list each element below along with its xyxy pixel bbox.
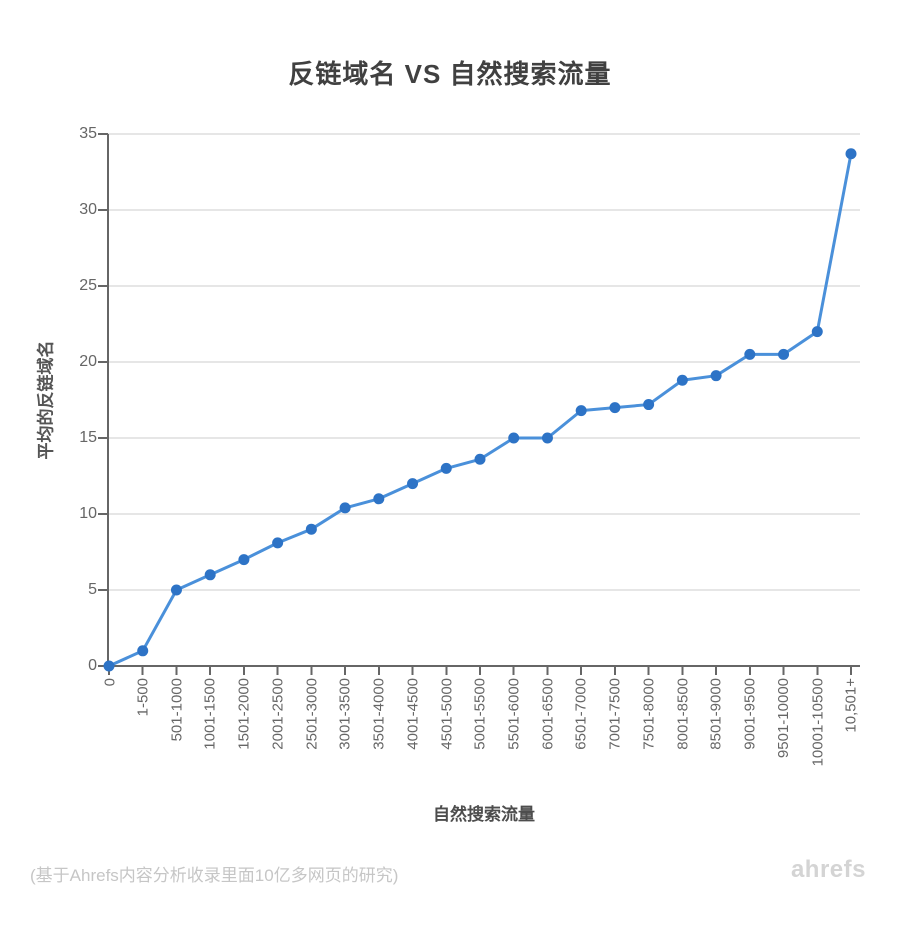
- x-axis-title: 自然搜索流量: [433, 805, 535, 824]
- x-tick-label: 3001-3500: [337, 678, 355, 750]
- x-tick-label: 1501-2000: [235, 678, 253, 750]
- ahrefs-logo: ahrefs: [790, 856, 866, 883]
- x-tick-label: 4501-5000: [438, 678, 456, 750]
- data-point: [744, 348, 756, 360]
- x-tick-label: 7501-8000: [640, 678, 658, 750]
- y-tick-label: 35: [79, 125, 97, 142]
- y-tick-label: 25: [79, 277, 97, 294]
- x-tick-label: 5001-5500: [472, 678, 489, 750]
- data-point: [238, 554, 250, 566]
- data-point: [272, 537, 284, 549]
- x-tick-label: 9501-10000: [775, 678, 793, 759]
- y-tick-label: 10: [79, 505, 97, 522]
- data-point: [407, 478, 419, 490]
- y-tick-label: 30: [79, 201, 97, 218]
- x-tick-label: 8501-9000: [708, 678, 726, 750]
- chart-title: 反链域名 VS 自然搜索流量: [288, 59, 612, 89]
- x-tick-label: 2501-3000: [303, 678, 321, 750]
- x-tick-label: 10001-10500: [809, 678, 827, 767]
- data-point: [676, 374, 688, 386]
- x-tick-label: 2001-2500: [269, 678, 287, 750]
- data-point: [811, 326, 823, 338]
- x-tick-label: 7001-7500: [606, 678, 624, 750]
- y-tick-label: 20: [79, 353, 97, 370]
- x-tick-label: 10,501+: [843, 678, 860, 733]
- footer-note: (基于Ahrefs内容分析收录里面10亿多网页的研究): [30, 866, 399, 885]
- data-point: [373, 493, 385, 505]
- x-tick-label: 3501-4000: [370, 678, 388, 750]
- data-point: [710, 370, 722, 382]
- y-tick-label: 5: [88, 581, 97, 598]
- x-tick-label: 1-500: [134, 678, 152, 717]
- data-point: [845, 148, 857, 160]
- data-point: [204, 569, 216, 581]
- data-point: [778, 348, 790, 360]
- x-tick-label: 5501-6000: [505, 678, 523, 750]
- x-tick-label: 6501-7000: [573, 678, 591, 750]
- data-point: [339, 502, 351, 514]
- y-tick-label: 0: [88, 657, 97, 674]
- data-point: [474, 453, 486, 465]
- data-point: [508, 432, 520, 444]
- x-tick-label: 8001-8500: [674, 678, 692, 750]
- y-axis-title-text: 平均的反链域名: [36, 340, 56, 460]
- data-point: [103, 660, 115, 672]
- data-point: [609, 402, 621, 414]
- data-point: [137, 645, 149, 657]
- data-point: [305, 523, 317, 535]
- x-tick-label: 501-1000: [168, 678, 186, 742]
- line-chart-plot: [98, 133, 860, 675]
- data-point: [541, 432, 553, 444]
- data-point: [643, 399, 655, 411]
- data-point: [170, 584, 182, 596]
- x-tick-label: 4001-4500: [404, 678, 422, 750]
- y-tick-label: 15: [79, 429, 97, 446]
- data-point: [440, 462, 452, 474]
- x-tick-label: 9001-9500: [741, 678, 759, 750]
- x-tick-label: 1001-1500: [202, 678, 220, 750]
- data-point: [575, 405, 587, 417]
- x-tick-label: 6001-6500: [539, 678, 557, 750]
- x-tick-label: 0: [101, 678, 118, 687]
